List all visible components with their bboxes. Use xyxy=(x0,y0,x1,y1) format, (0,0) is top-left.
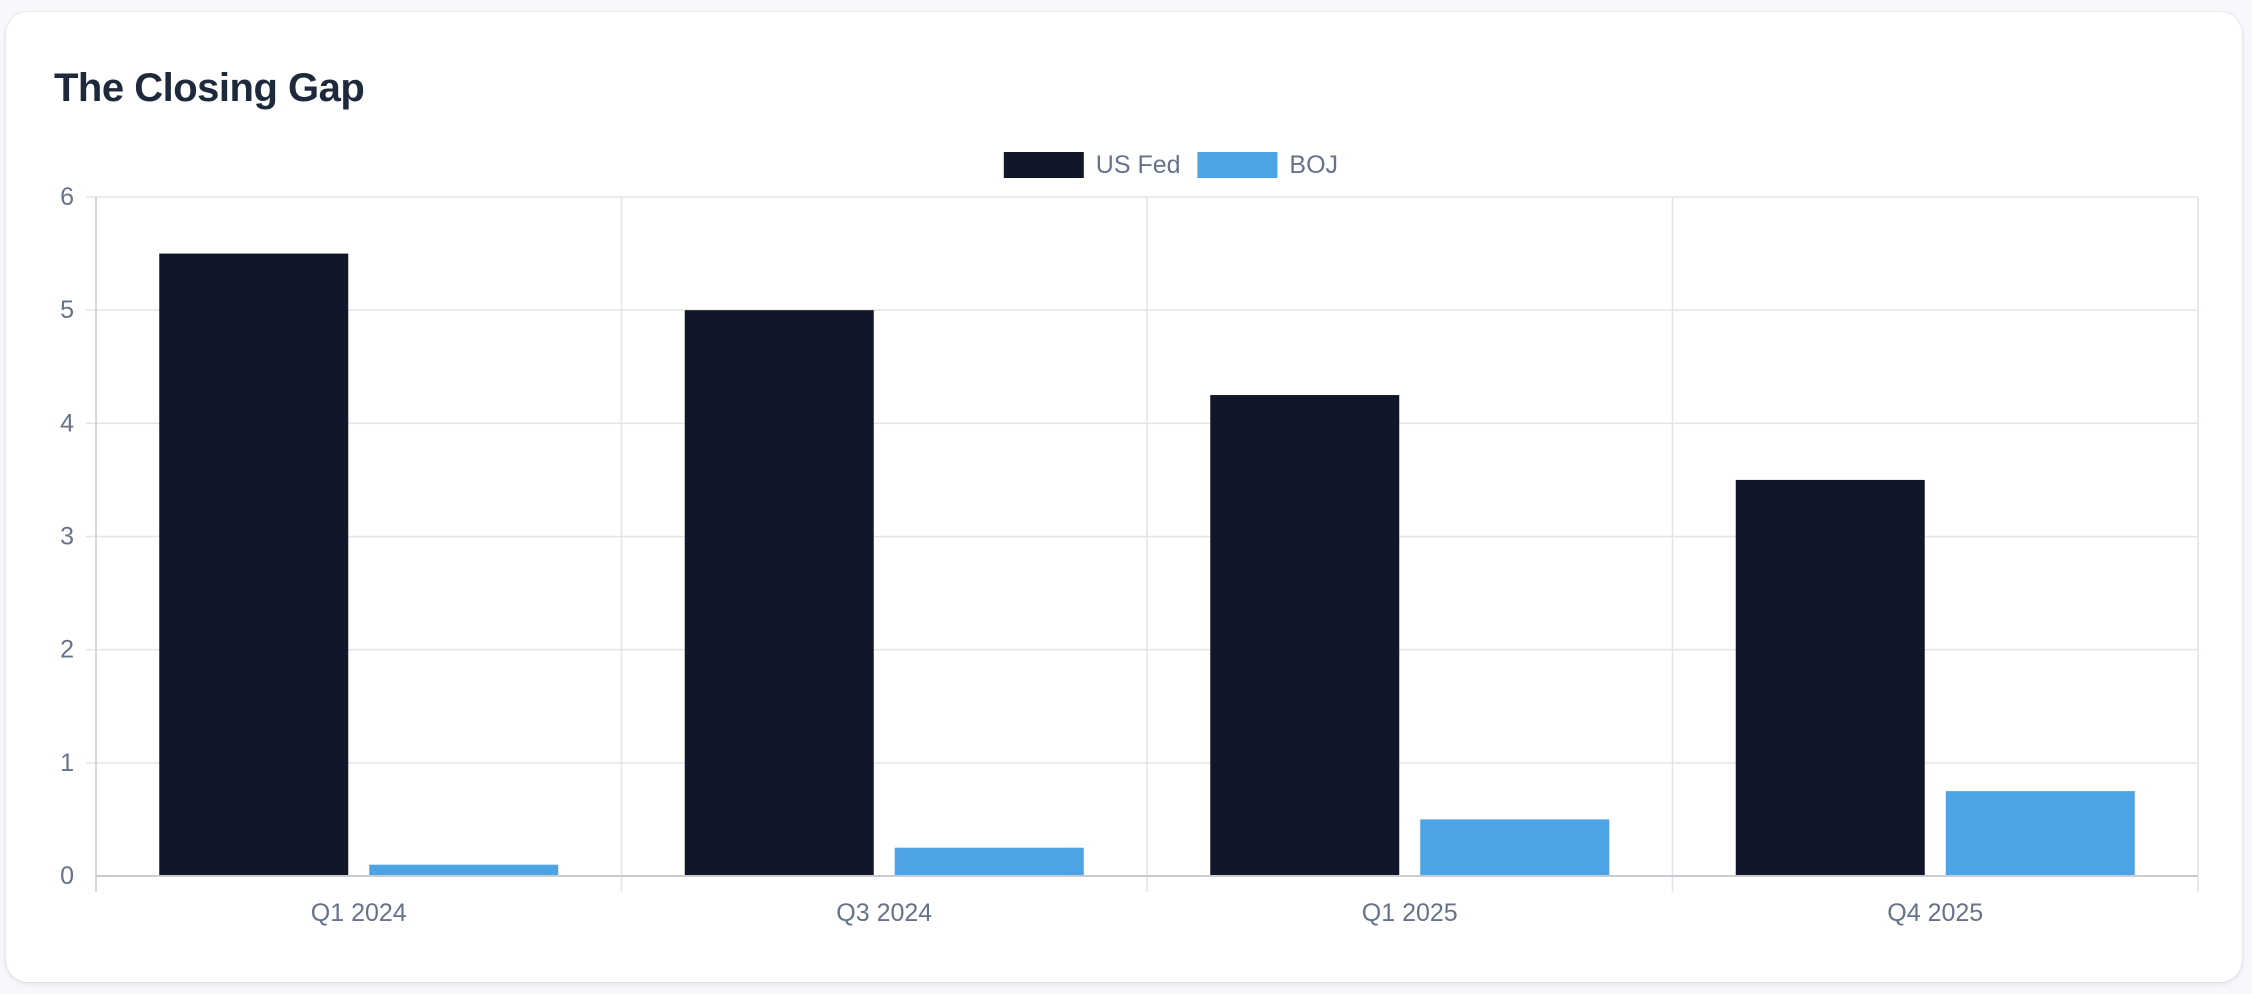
legend-label: US Fed xyxy=(1096,151,1181,179)
y-tick-label: 1 xyxy=(60,749,74,777)
bar-boj xyxy=(894,847,1084,876)
bar-us-fed xyxy=(159,253,349,877)
chart-title: The Closing Gap xyxy=(54,66,365,110)
legend-label: BOJ xyxy=(1289,151,1338,179)
y-tick-label: 3 xyxy=(60,523,74,551)
bar-boj xyxy=(1945,791,2135,876)
x-tick-label: Q1 2024 xyxy=(311,899,407,927)
x-tick-label: Q4 2025 xyxy=(1887,899,1983,927)
grid-lines xyxy=(86,196,2199,892)
y-tick-label: 0 xyxy=(60,862,74,890)
legend-swatch xyxy=(1003,152,1084,178)
axes: 0 1 2 3 4 5 6 Q1 2024 Q3 2024 Q1 2025 Q4 2025 xyxy=(60,183,2198,927)
y-tick-label: 4 xyxy=(60,409,74,437)
bar-us-fed xyxy=(1210,395,1400,876)
bar-boj xyxy=(369,864,559,876)
bar-us-fed xyxy=(684,310,874,877)
legend-swatch xyxy=(1197,152,1278,178)
legend: US Fed BOJ xyxy=(1003,151,1338,179)
x-tick-label: Q3 2024 xyxy=(836,899,932,927)
bar-boj xyxy=(1420,819,1610,876)
y-tick-label: 5 xyxy=(60,296,74,324)
x-tick-label: Q1 2025 xyxy=(1362,899,1458,927)
y-tick-label: 2 xyxy=(60,636,74,664)
bars xyxy=(159,253,2135,877)
y-tick-label: 6 xyxy=(60,183,74,211)
bar-us-fed xyxy=(1735,479,1925,876)
